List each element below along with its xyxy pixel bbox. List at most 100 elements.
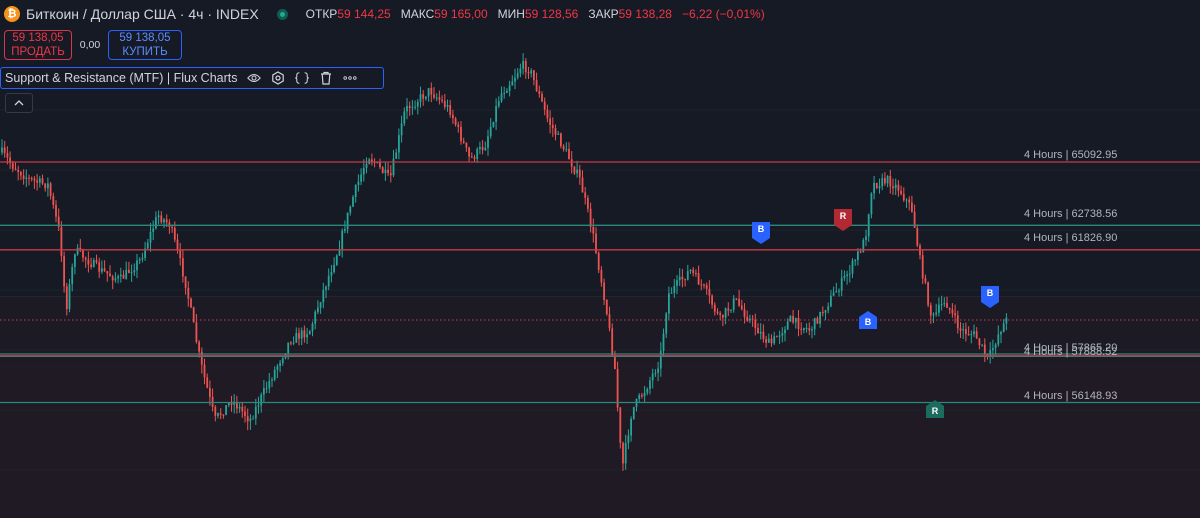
candle [651, 368, 654, 389]
candle [173, 221, 176, 243]
candle [254, 398, 257, 425]
candle [873, 176, 875, 200]
candle [273, 366, 276, 382]
break-marker[interactable]: B [986, 288, 994, 298]
candle [670, 287, 673, 294]
candle [292, 336, 295, 346]
sell-price: 59 138,05 [12, 32, 64, 44]
candle [263, 380, 265, 402]
candle [57, 208, 60, 232]
candle [608, 306, 611, 332]
symbol-title[interactable]: Биткоин / Доллар США · 4ч · INDEX [26, 6, 259, 22]
candle [38, 175, 41, 188]
break-marker[interactable]: B [757, 224, 765, 234]
buy-button[interactable]: 59 138,05 КУПИТЬ [108, 30, 182, 60]
candle [203, 358, 206, 385]
source-code-icon[interactable] [295, 71, 310, 85]
candle [857, 248, 859, 266]
candle [938, 297, 940, 317]
candle [487, 129, 489, 156]
candle [1, 139, 3, 156]
indicator-title: Support & Resistance (MTF) | Flux Charts [5, 71, 238, 85]
indicator-legend[interactable]: Support & Resistance (MTF) | Flux Charts [0, 67, 384, 89]
retest-marker[interactable]: R [931, 406, 939, 416]
candle [919, 243, 921, 260]
candle [759, 323, 762, 340]
candle [946, 296, 948, 308]
candle [389, 165, 392, 183]
candle [740, 299, 743, 311]
candle [524, 58, 527, 79]
candle [290, 341, 292, 346]
candle [659, 342, 662, 377]
candle [776, 335, 778, 338]
candle [511, 75, 514, 86]
eye-icon[interactable] [247, 71, 262, 85]
candle [838, 288, 840, 297]
candle [943, 297, 946, 307]
candle [470, 152, 473, 159]
candle [200, 347, 203, 374]
candle [646, 387, 649, 396]
candle [940, 295, 943, 311]
candle [484, 141, 487, 152]
candle [295, 327, 298, 343]
level-label: 4 Hours | 61826.90 [1024, 232, 1118, 244]
candle [49, 181, 52, 200]
candle [257, 396, 260, 414]
candle [875, 182, 878, 190]
delete-icon[interactable] [319, 71, 333, 85]
chevron-up-icon [14, 100, 24, 106]
candle [719, 311, 722, 321]
candle [886, 175, 889, 188]
more-icon[interactable] [343, 71, 358, 85]
candle [373, 158, 376, 168]
candle [489, 118, 492, 139]
candle [190, 297, 192, 309]
candle [792, 309, 794, 325]
candle [881, 173, 884, 191]
candle [813, 317, 816, 336]
candle [619, 406, 622, 449]
candle [457, 121, 460, 133]
candle [956, 310, 959, 334]
retest-marker[interactable]: R [839, 211, 847, 221]
candle [754, 313, 757, 336]
candle [981, 344, 983, 347]
candle [730, 309, 732, 313]
sell-button[interactable]: 59 138,05 ПРОДАТЬ [4, 30, 72, 60]
candle [605, 299, 608, 316]
candle [900, 185, 902, 196]
candle [314, 309, 317, 330]
ohlc-low: МИН59 128,56 [497, 7, 579, 21]
candle [713, 302, 716, 316]
candle [884, 172, 886, 186]
candle [168, 219, 171, 234]
candle [784, 326, 786, 342]
break-marker[interactable]: B [864, 317, 872, 327]
candle [149, 222, 152, 252]
candle [832, 286, 835, 297]
candle [325, 285, 327, 299]
candle [983, 338, 986, 363]
candle [708, 280, 711, 304]
candle [130, 264, 133, 282]
settings-icon[interactable] [271, 71, 285, 85]
market-status-icon[interactable] [276, 8, 288, 20]
candle [244, 405, 246, 423]
candle [767, 333, 770, 343]
candle [562, 144, 565, 152]
candle [495, 98, 497, 131]
collapse-legend-button[interactable] [5, 93, 33, 113]
candle [522, 53, 524, 75]
candle [33, 176, 36, 189]
candle [119, 267, 122, 283]
candle [387, 162, 389, 177]
candle [630, 416, 632, 442]
candle [705, 282, 708, 295]
candle [970, 330, 973, 344]
candle [65, 282, 68, 316]
candle [973, 324, 975, 337]
candle [894, 178, 897, 196]
